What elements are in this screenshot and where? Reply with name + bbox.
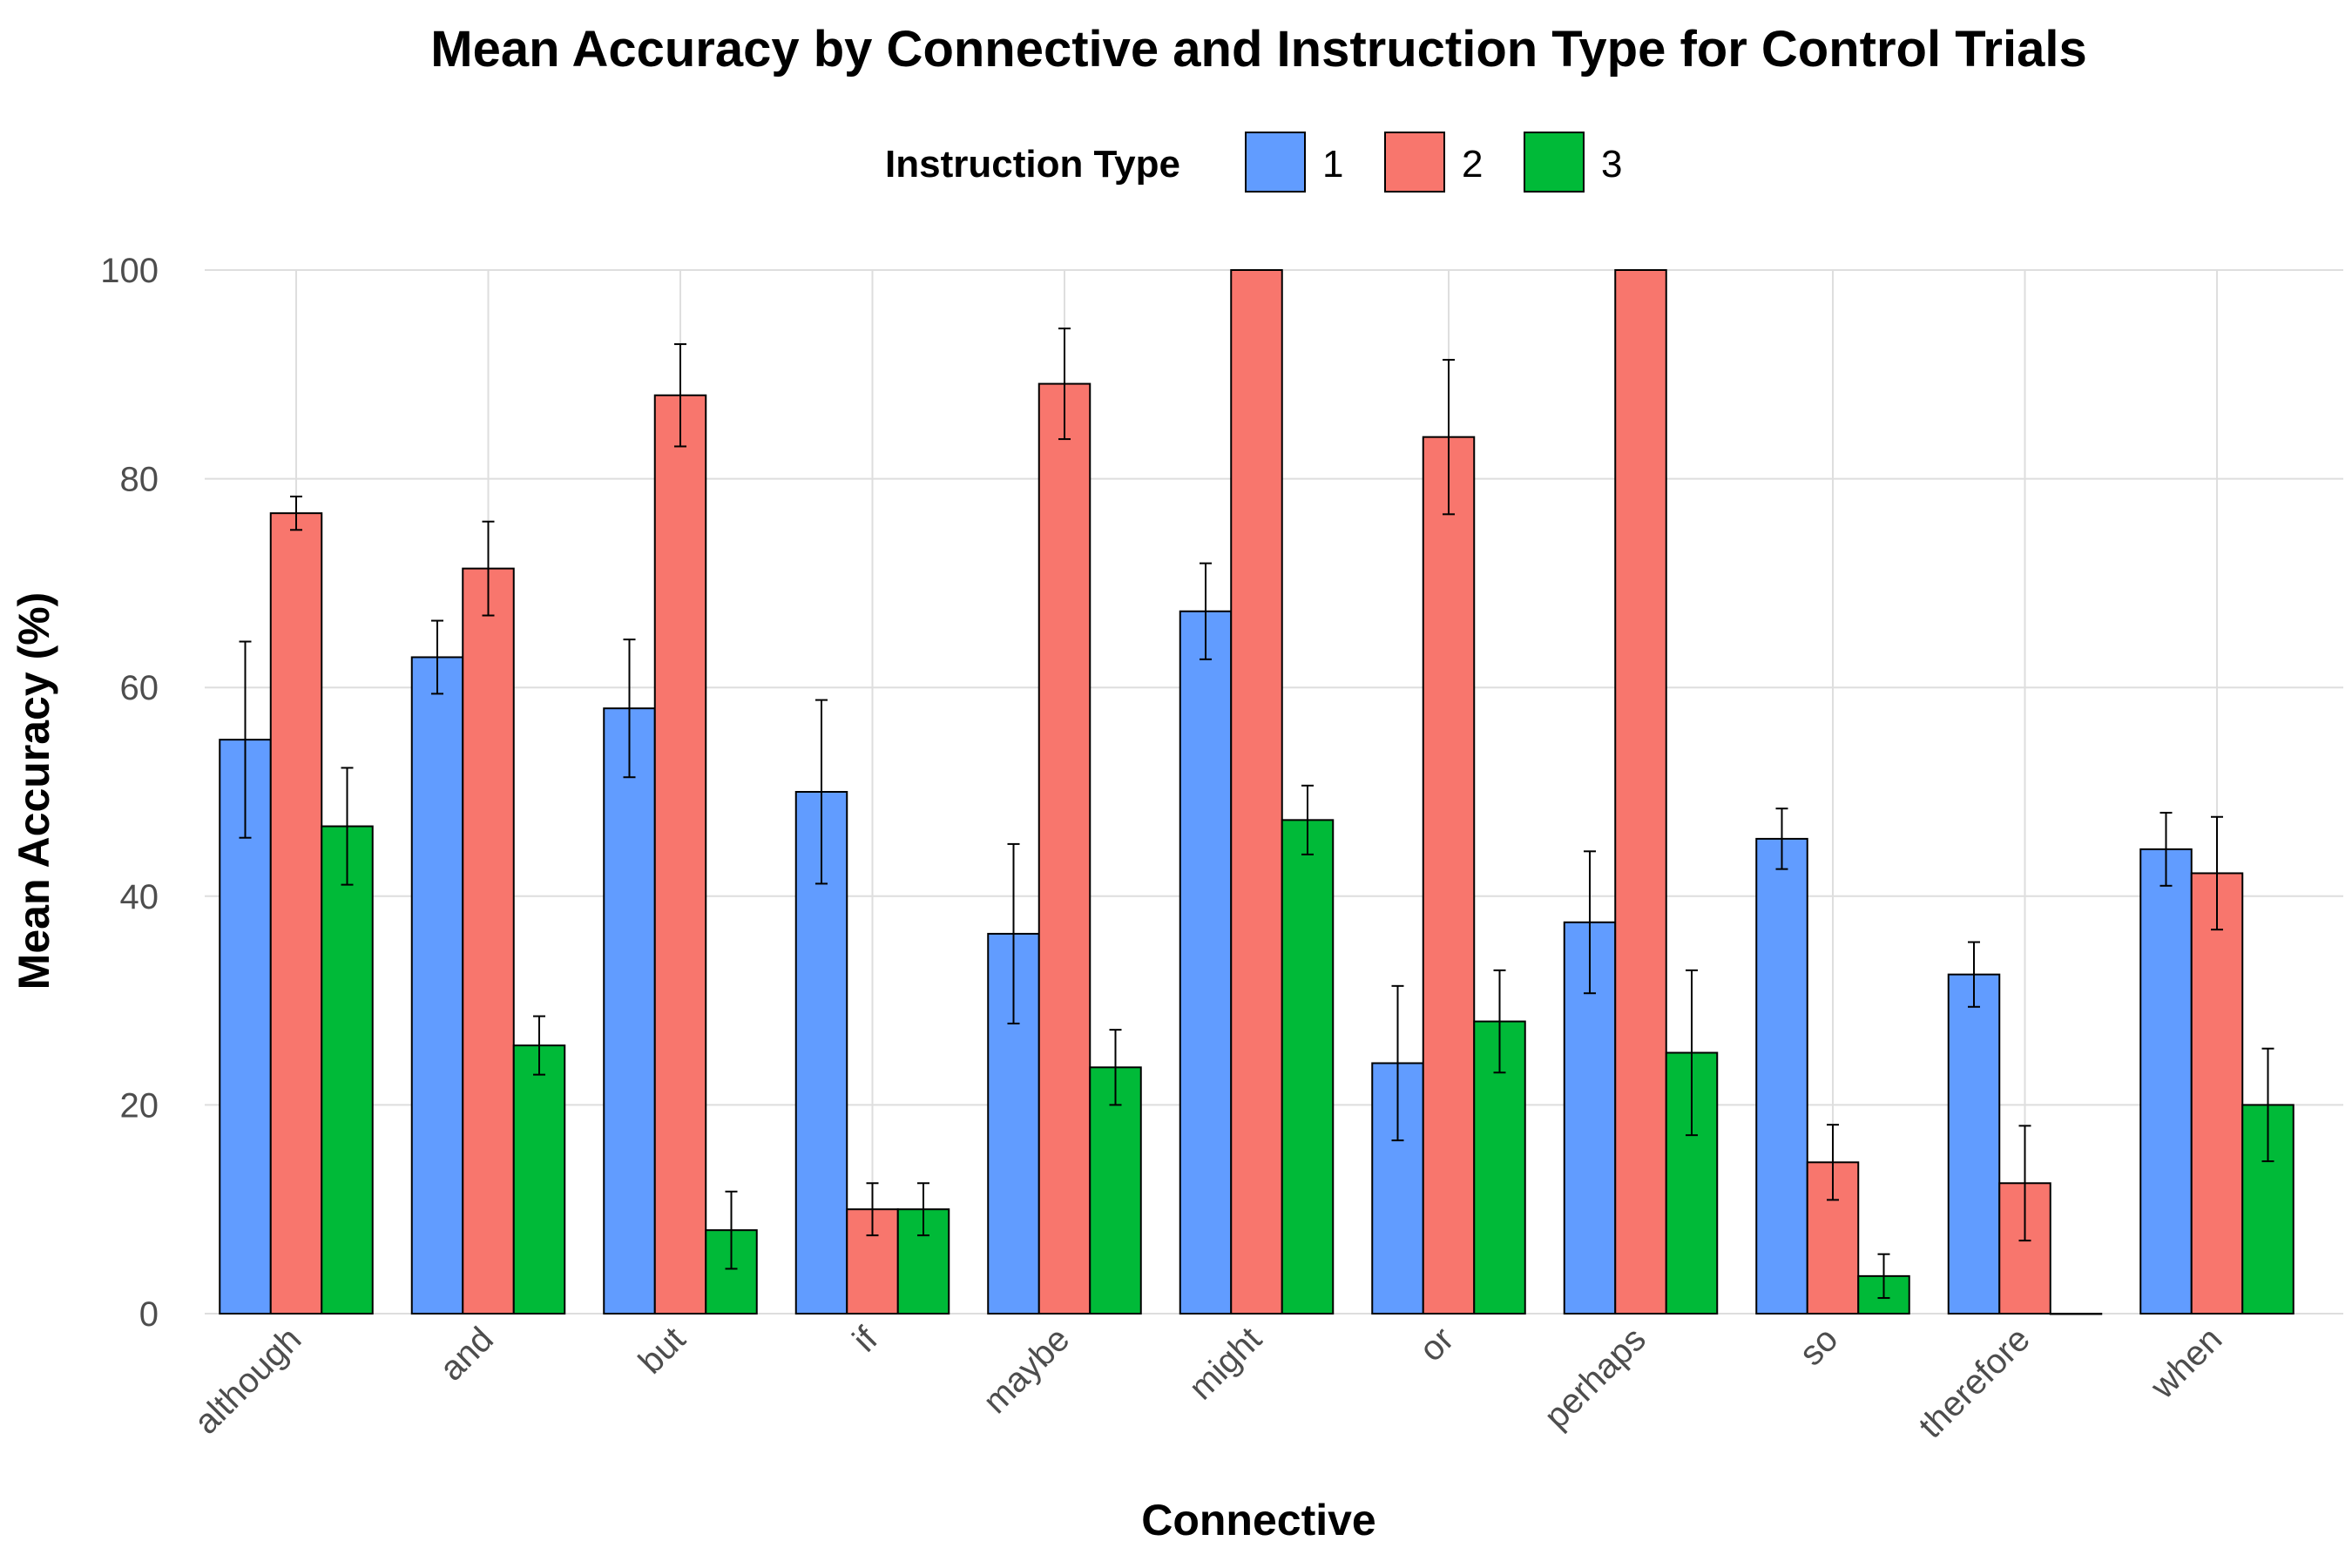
- bar-and-type-2: [462, 567, 515, 1315]
- error-bar-but-type-3: [725, 1190, 738, 1270]
- error-bar-maybe-type-3: [1109, 1029, 1122, 1106]
- error-bar-if-type-2: [866, 1182, 879, 1237]
- legend-label-1: 1: [1322, 143, 1343, 186]
- bar-when-type-2: [2190, 872, 2244, 1315]
- bar-and-type-1: [410, 656, 464, 1315]
- error-bar-although-type-3: [341, 767, 354, 886]
- error-bar-when-type-2: [2211, 815, 2223, 931]
- bar-but-type-1: [603, 707, 656, 1315]
- error-bar-maybe-type-1: [1007, 842, 1020, 1024]
- x-tick-label: perhaps: [1538, 1320, 1653, 1436]
- bars: [219, 269, 2295, 1315]
- error-bar-so-type-2: [1827, 1124, 1839, 1201]
- x-tick-label: therefore: [1912, 1320, 2038, 1445]
- bar-perhaps-type-2: [1614, 269, 1667, 1315]
- y-axis-ticks: 0 20 40 60 80 100: [100, 252, 159, 1334]
- error-bar-perhaps-type-1: [1584, 850, 1596, 995]
- y-tick-label: 0: [139, 1295, 159, 1334]
- error-bar-might-type-3: [1301, 784, 1314, 855]
- legend-key-2: [1384, 132, 1445, 193]
- error-bar-perhaps-type-3: [1686, 969, 1698, 1137]
- x-tick-label: might: [1182, 1320, 1269, 1407]
- error-bar-and-type-3: [533, 1015, 545, 1076]
- legend: Instruction Type 1 2 3: [885, 132, 1622, 193]
- y-tick-label: 20: [120, 1086, 159, 1125]
- error-bar-although-type-2: [290, 495, 302, 531]
- x-tick-label: maybe: [976, 1320, 1077, 1421]
- bar-might-type-2: [1230, 269, 1283, 1315]
- error-bar-but-type-1: [623, 639, 636, 779]
- bar-might-type-1: [1179, 610, 1233, 1315]
- y-axis-title: Mean Accuracy (%): [10, 592, 58, 990]
- x-tick-label: but: [632, 1320, 693, 1381]
- bar-or-type-2: [1422, 436, 1476, 1315]
- legend-label-3: 3: [1601, 143, 1622, 186]
- bar-therefore-type-1: [1947, 973, 2001, 1315]
- y-tick-label: 80: [120, 461, 159, 499]
- error-bar-although-type-1: [239, 640, 252, 839]
- y-tick-label: 100: [100, 252, 159, 290]
- error-bar-or-type-1: [1391, 984, 1404, 1142]
- error-bar-but-type-2: [674, 343, 686, 448]
- x-axis-ticks: although and but if maybe might or perhaps so the…: [187, 1320, 2230, 1446]
- x-tick-label: or: [1412, 1320, 1461, 1369]
- error-bar-or-type-3: [1493, 969, 1506, 1074]
- error-bar-therefore-type-2: [2018, 1125, 2031, 1242]
- bar-maybe-type-2: [1037, 382, 1092, 1315]
- legend-key-3: [1524, 132, 1585, 193]
- y-tick-label: 40: [120, 878, 159, 916]
- bar-although-type-2: [269, 512, 323, 1315]
- bar-so-type-1: [1755, 837, 1808, 1315]
- chart-title: Mean Accuracy by Connective and Instruct…: [430, 21, 2086, 78]
- bar-although-type-3: [321, 825, 374, 1315]
- error-bar-and-type-1: [431, 619, 443, 695]
- bar-when-type-1: [2139, 848, 2193, 1315]
- legend-label-2: 2: [1462, 143, 1483, 186]
- error-bar-therefore-type-1: [1968, 941, 1980, 1008]
- error-bar-might-type-1: [1200, 562, 1212, 660]
- legend-key-1: [1245, 132, 1306, 193]
- error-bar-so-type-3: [1877, 1253, 1890, 1300]
- error-bar-so-type-1: [1775, 808, 1788, 870]
- error-bars: [239, 269, 2274, 1315]
- legend-title: Instruction Type: [885, 143, 1180, 186]
- bar-and-type-3: [512, 1044, 566, 1315]
- error-bar-maybe-type-2: [1058, 328, 1071, 441]
- error-bar-when-type-1: [2159, 811, 2173, 887]
- x-tick-label: if: [846, 1320, 886, 1360]
- error-bar-if-type-3: [917, 1182, 929, 1237]
- bar-but-type-2: [653, 394, 707, 1315]
- x-tick-label: so: [1792, 1320, 1845, 1373]
- bar-might-type-3: [1281, 819, 1335, 1315]
- error-bar-when-type-3: [2261, 1047, 2274, 1163]
- x-tick-label: when: [2143, 1320, 2229, 1406]
- x-tick-label: and: [433, 1320, 501, 1388]
- error-bar-and-type-2: [482, 520, 495, 617]
- y-tick-label: 60: [120, 669, 159, 707]
- x-tick-label: although: [187, 1320, 309, 1442]
- error-bar-or-type-2: [1443, 359, 1455, 516]
- x-axis-title: Connective: [1141, 1496, 1376, 1544]
- error-bar-if-type-1: [815, 699, 828, 885]
